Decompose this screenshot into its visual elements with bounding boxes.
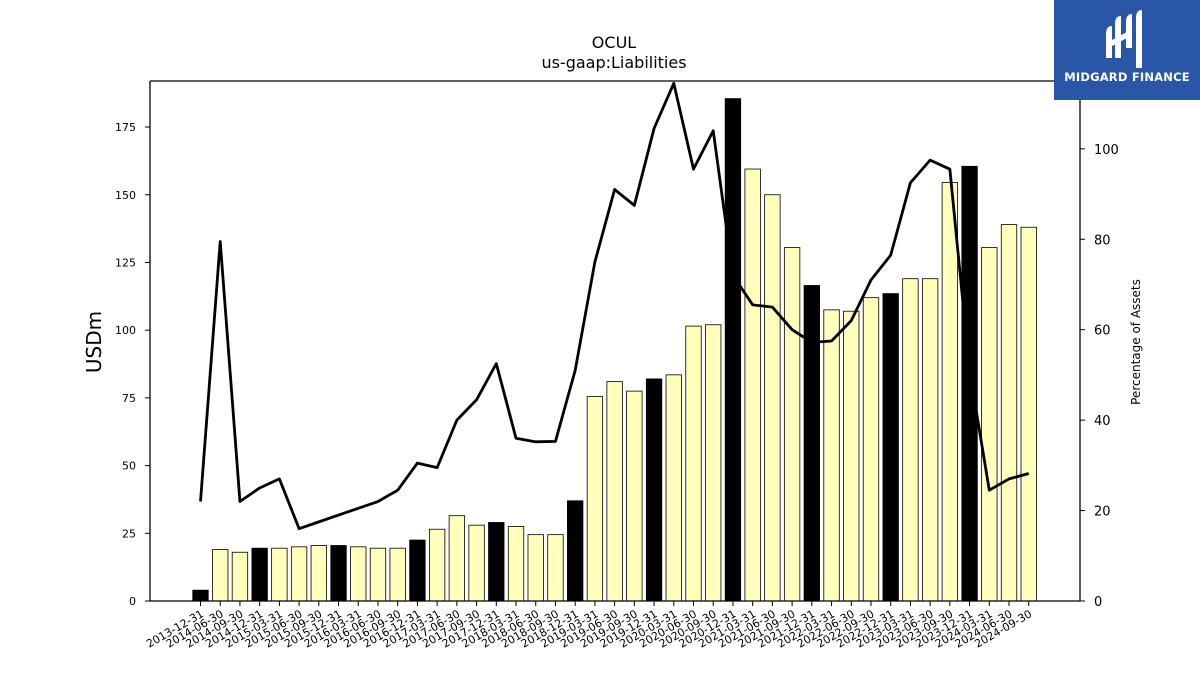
bar-2021-12-31 xyxy=(803,285,820,602)
bar-2020-12-31 xyxy=(724,98,742,602)
bar-2017-12-31 xyxy=(488,522,505,602)
logo-text: MIDGARD FINANCE xyxy=(1064,70,1190,84)
y2-axis-label: Percentage of Assets xyxy=(1129,279,1143,405)
bar-2014-09-30 xyxy=(231,551,249,602)
bar-2015-12-31 xyxy=(330,545,347,602)
percentage-line xyxy=(199,81,1030,531)
y2-tick-label: 60 xyxy=(1094,324,1111,339)
bar-2023-06-30 xyxy=(921,278,939,602)
bar-2022-12-31 xyxy=(882,293,899,602)
chart-title: OCUL xyxy=(592,33,636,52)
bar-2018-12-31 xyxy=(567,500,584,602)
bar-2021-03-31 xyxy=(744,168,761,602)
bar-2020-09-30 xyxy=(705,324,722,602)
y-tick-label: 25 xyxy=(122,527,136,540)
bar-2015-06-30 xyxy=(290,546,308,602)
bar-2016-06-30 xyxy=(369,547,387,602)
bar-2023-12-31 xyxy=(961,165,978,602)
bar-2022-09-30 xyxy=(862,297,880,602)
bar-2021-09-30 xyxy=(783,247,801,602)
bar-2018-06-30 xyxy=(527,534,544,602)
bar-2024-03-31 xyxy=(981,247,998,602)
y-tick-label: 0 xyxy=(129,595,136,608)
bar-2016-09-30 xyxy=(389,547,406,602)
y2-tick-label: 100 xyxy=(1094,143,1119,158)
bar-2014-12-31 xyxy=(251,547,268,602)
bar-2013-12-31 xyxy=(192,589,209,602)
bar-series xyxy=(192,98,1037,602)
bar-2022-06-30 xyxy=(843,310,860,602)
bar-2023-03-31 xyxy=(902,278,919,602)
y-tick-label: 100 xyxy=(115,324,136,337)
bar-2019-09-30 xyxy=(626,390,643,602)
y-tick-label: 75 xyxy=(122,392,136,405)
midgard-logo-icon xyxy=(1106,10,1142,68)
y-tick-label: 125 xyxy=(115,256,136,269)
bar-2018-03-31 xyxy=(507,526,525,602)
bar-2020-03-31 xyxy=(665,374,682,602)
bar-2023-09-30 xyxy=(941,182,959,602)
bar-2014-06-30 xyxy=(212,549,229,602)
y2-tick-label: 40 xyxy=(1094,414,1111,429)
bar-2017-09-30 xyxy=(468,524,485,602)
y2-tick-label: 20 xyxy=(1094,505,1111,520)
bar-2022-03-31 xyxy=(823,309,840,602)
brand-logo: MIDGARD FINANCE xyxy=(1054,0,1200,100)
y-axis-label: USDm xyxy=(82,311,106,373)
bar-2017-06-30 xyxy=(448,515,466,602)
bar-2020-06-30 xyxy=(685,325,702,602)
bar-2015-09-30 xyxy=(310,545,327,602)
chart-subtitle: us-gaap:Liabilities xyxy=(541,53,686,72)
y-tick-label: 50 xyxy=(122,460,136,473)
bar-2017-03-31 xyxy=(428,528,446,602)
bar-2024-09-30 xyxy=(1020,226,1037,602)
y2-tick-label: 0 xyxy=(1094,595,1102,610)
bar-2016-12-31 xyxy=(409,539,426,602)
bar-2015-03-31 xyxy=(271,547,288,602)
bar-2019-03-31 xyxy=(586,396,604,602)
line-series xyxy=(199,81,1030,531)
axes: 02550751001251501750204060801002013-12-3… xyxy=(115,80,1119,651)
y-tick-label: 175 xyxy=(115,121,136,134)
bar-2019-12-31 xyxy=(645,378,663,602)
bar-2018-09-30 xyxy=(547,534,564,602)
y2-tick-label: 80 xyxy=(1094,233,1111,248)
y-tick-label: 150 xyxy=(115,189,136,202)
bar-2016-03-31 xyxy=(350,546,367,602)
bar-2021-06-30 xyxy=(764,194,781,602)
bar-2019-06-30 xyxy=(606,381,623,602)
bar-2024-06-30 xyxy=(1000,224,1018,602)
